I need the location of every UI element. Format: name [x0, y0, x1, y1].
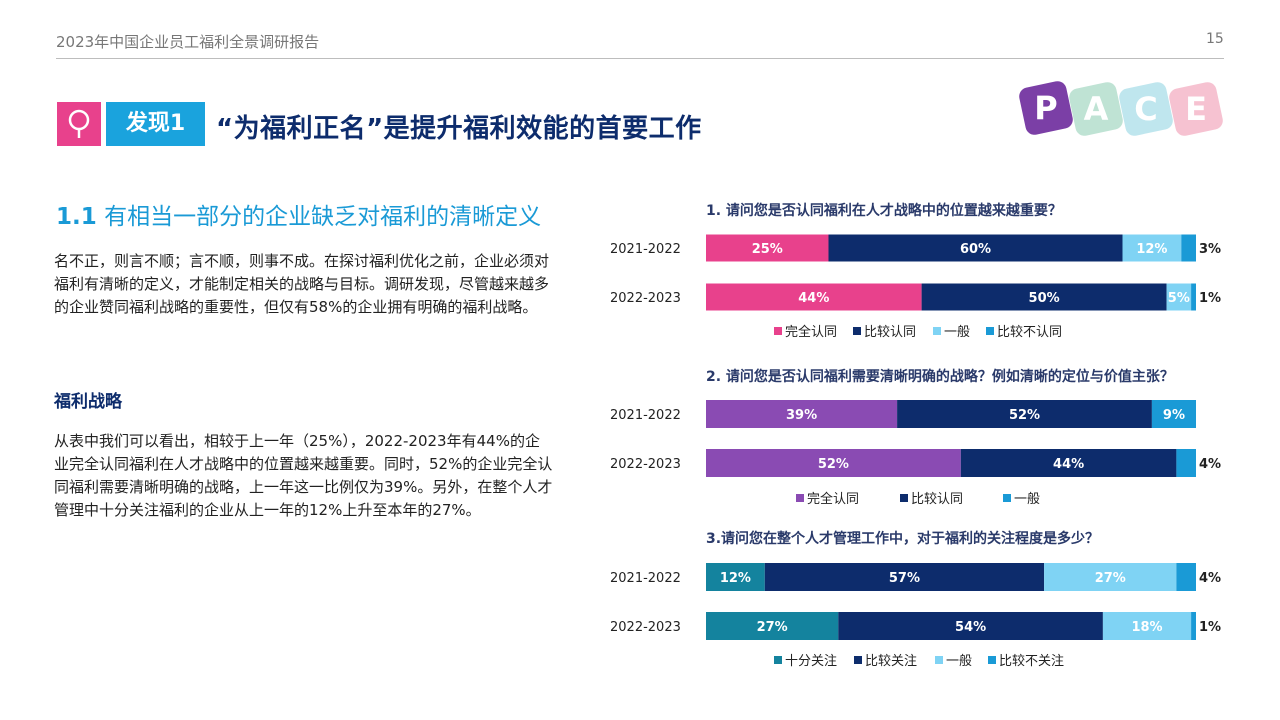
category-label: 2021-2022 — [610, 571, 681, 586]
data-label: 1% — [1199, 291, 1221, 306]
legend-swatch — [774, 656, 782, 664]
bar-segment — [706, 612, 839, 640]
data-label: 44% — [1053, 457, 1084, 472]
legend-swatch — [900, 494, 908, 502]
legend-swatch — [1003, 494, 1011, 502]
data-label: 4% — [1199, 571, 1221, 586]
strategy-heading: 福利战略 — [54, 392, 122, 412]
bar-segment — [1191, 612, 1196, 640]
magnifier-icon — [57, 102, 101, 146]
legend-label: 一般 — [944, 324, 970, 340]
legend-label: 一般 — [946, 653, 972, 669]
svg-text:C: C — [1134, 90, 1157, 128]
data-label: 39% — [786, 408, 817, 423]
chart-title: 3.请问您在整个人才管理工作中，对于福利的关注程度是多少？ — [706, 530, 1099, 547]
data-label: 52% — [818, 457, 849, 472]
finding-tag: 发现1 — [106, 102, 205, 146]
bar-segment — [764, 563, 1045, 591]
data-label: 12% — [720, 571, 751, 586]
bar-segment — [897, 400, 1152, 428]
page-number: 15 — [1206, 31, 1224, 47]
bar-segment — [1191, 283, 1196, 311]
data-label: 25% — [752, 242, 783, 257]
legend-label: 十分关注 — [785, 654, 837, 669]
legend-swatch — [933, 327, 941, 335]
data-label: 54% — [955, 620, 986, 635]
bar-segment — [706, 449, 961, 477]
bar-segment — [1176, 563, 1196, 591]
legend-swatch — [796, 494, 804, 502]
pace-logo-letter: P — [1019, 81, 1073, 135]
data-label: 27% — [757, 620, 788, 635]
data-label: 52% — [1009, 408, 1040, 423]
bar-segment — [706, 283, 922, 311]
legend-label: 比较不认同 — [997, 325, 1062, 340]
legend-swatch — [986, 327, 994, 335]
bar-segment — [1151, 400, 1196, 428]
data-label: 12% — [1136, 242, 1167, 257]
legend-swatch — [988, 656, 996, 664]
legend-swatch — [854, 656, 862, 664]
bar-segment — [1122, 234, 1182, 262]
bar-segment — [1176, 449, 1196, 477]
bar-segment — [706, 400, 898, 428]
data-label: 5% — [1168, 291, 1190, 306]
bar-segment — [1102, 612, 1192, 640]
strategy-paragraph: 从表中我们可以看出，相较于上一年（25%），2022-2023年有44%的企业完… — [54, 432, 553, 519]
category-label: 2022-2023 — [610, 291, 681, 306]
svg-text:P: P — [1034, 89, 1057, 127]
intro-paragraph: 名不正，则言不顺；言不顺，则事不成。在探讨福利优化之前，企业必须对福利有清晰的定… — [54, 252, 550, 316]
data-label: 3% — [1199, 242, 1221, 257]
chart-title: 2. 请问您是否认同福利需要清晰明确的战略？例如清晰的定位与价值主张？ — [706, 368, 1174, 385]
data-label: 50% — [1029, 291, 1060, 306]
data-label: 18% — [1131, 620, 1162, 635]
data-label: 44% — [798, 291, 829, 306]
report-title: 2023年中国企业员工福利全景调研报告 — [56, 33, 320, 51]
bar-segment — [706, 563, 765, 591]
legend-swatch — [853, 327, 861, 335]
data-label: 27% — [1095, 571, 1126, 586]
legend-label: 完全认同 — [785, 324, 837, 340]
legend-label: 比较认同 — [911, 492, 963, 507]
svg-text:E: E — [1185, 90, 1207, 128]
section-number: 1.1 — [56, 204, 97, 230]
category-label: 2021-2022 — [610, 242, 681, 257]
legend-swatch — [774, 327, 782, 335]
page-title: “为福利正名”是提升福利效能的首要工作 — [216, 114, 702, 144]
header-divider — [56, 58, 1224, 59]
data-label: 1% — [1199, 620, 1221, 635]
bar-segment — [960, 449, 1177, 477]
bar-segment — [828, 234, 1123, 262]
chart-title: 1. 请问您是否认同福利在人才战略中的位置越来越重要？ — [706, 202, 1062, 219]
legend-label: 一般 — [1014, 491, 1040, 507]
category-label: 2021-2022 — [610, 408, 681, 423]
legend-label: 比较不关注 — [999, 654, 1064, 669]
category-label: 2022-2023 — [610, 457, 681, 472]
data-label: 9% — [1163, 408, 1185, 423]
pace-logo-letter: A — [1069, 82, 1123, 136]
data-label: 57% — [889, 571, 920, 586]
svg-text:A: A — [1084, 90, 1109, 128]
bar-segment — [1166, 283, 1192, 311]
data-label: 4% — [1199, 457, 1221, 472]
legend-swatch — [935, 656, 943, 664]
legend-label: 比较关注 — [865, 654, 917, 669]
legend-label: 完全认同 — [807, 491, 859, 507]
legend-label: 比较认同 — [864, 325, 916, 340]
category-label: 2022-2023 — [610, 620, 681, 635]
bar-segment — [921, 283, 1167, 311]
data-label: 60% — [960, 242, 991, 257]
bar-segment — [1181, 234, 1196, 262]
pace-logo-letter: C — [1119, 82, 1173, 136]
section-heading-text: 有相当一部分的企业缺乏对福利的清晰定义 — [104, 204, 542, 230]
section-heading: 1.1 有相当一部分的企业缺乏对福利的清晰定义 — [56, 197, 541, 231]
bar-segment — [1044, 563, 1177, 591]
pace-logo-letter: E — [1169, 82, 1223, 136]
bar-segment — [706, 234, 829, 262]
bar-segment — [838, 612, 1103, 640]
